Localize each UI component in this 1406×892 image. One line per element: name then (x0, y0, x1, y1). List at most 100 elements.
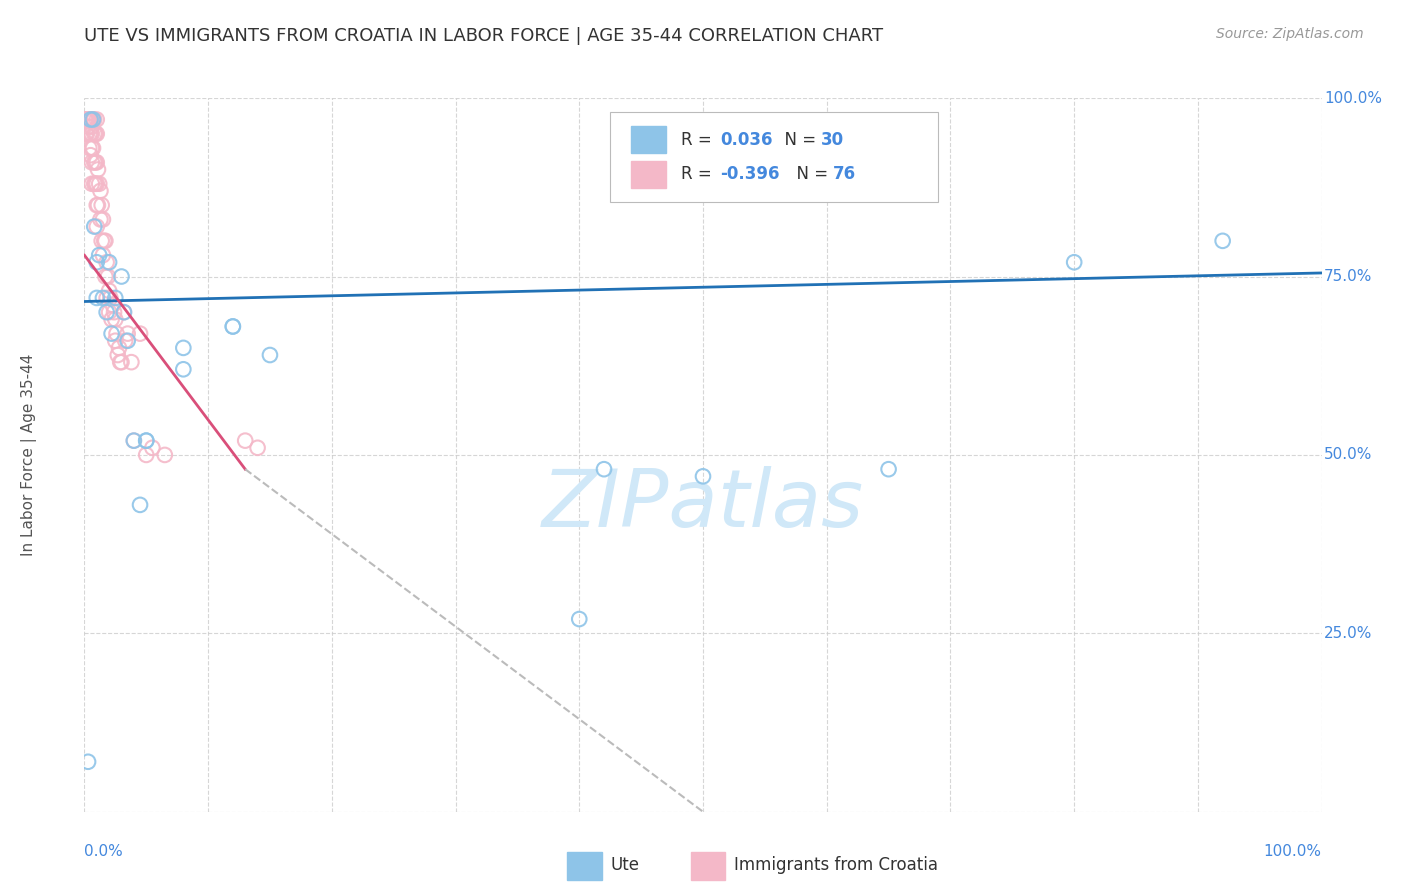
Text: Ute: Ute (610, 856, 640, 874)
Point (73, 112, 96, 127)
Point (87, 198, 110, 212)
Point (129, 498, 152, 512)
Text: -0.396: -0.396 (720, 166, 780, 184)
Point (91, 248, 114, 262)
Point (110, 355, 132, 369)
Text: R =: R = (681, 130, 717, 148)
Point (97, 269, 120, 284)
Point (86, 127, 108, 141)
Point (122, 434, 145, 448)
Point (82, 112, 104, 127)
Point (77, 112, 100, 127)
Text: R =: R = (681, 166, 717, 184)
Text: 0.036: 0.036 (720, 130, 773, 148)
Point (79, 112, 101, 127)
Bar (690, 853, 725, 880)
Point (129, 326, 152, 341)
Point (94, 269, 117, 284)
Point (112, 305, 135, 319)
Point (101, 298, 124, 312)
Point (96, 255, 118, 269)
Point (1063, 255, 1085, 269)
Point (593, 462, 616, 476)
Point (79, 112, 101, 127)
Point (84, 155, 107, 169)
Point (80, 120, 103, 134)
Point (104, 291, 127, 305)
Point (86, 291, 108, 305)
Point (86, 177, 108, 191)
Point (80, 155, 103, 169)
Point (79, 148, 101, 162)
Point (86, 255, 108, 269)
Point (107, 348, 129, 362)
Text: 100.0%: 100.0% (1264, 844, 1322, 859)
Point (75, 112, 97, 127)
Point (246, 441, 269, 455)
Point (96, 305, 118, 319)
Text: 50.0%: 50.0% (1324, 448, 1372, 462)
Point (120, 355, 142, 369)
Point (90, 234, 112, 248)
Text: In Labor Force | Age 35-44: In Labor Force | Age 35-44 (21, 354, 37, 556)
Point (77, 755, 100, 769)
Point (135, 434, 157, 448)
Point (80, 141, 103, 155)
Point (89, 184, 111, 198)
Point (172, 362, 194, 376)
Bar (631, 161, 666, 188)
Point (79, 112, 101, 127)
Point (117, 326, 139, 341)
Point (91, 291, 114, 305)
Point (87, 162, 110, 177)
Point (91, 212, 114, 227)
Text: 30: 30 (821, 130, 844, 148)
Point (83, 112, 105, 127)
Point (98, 255, 121, 269)
Point (79, 141, 101, 155)
Point (80, 112, 103, 127)
Point (117, 334, 139, 348)
Text: 100.0%: 100.0% (1324, 91, 1382, 105)
Point (112, 305, 135, 319)
Point (108, 341, 131, 355)
Point (82, 141, 104, 155)
Point (83, 127, 105, 141)
Point (75, 127, 97, 141)
Point (172, 341, 194, 355)
Text: Source: ZipAtlas.com: Source: ZipAtlas.com (1216, 27, 1364, 41)
Point (568, 612, 591, 626)
Point (79, 112, 101, 127)
Point (110, 269, 132, 284)
Text: N =: N = (773, 130, 821, 148)
Point (82, 112, 104, 127)
Point (153, 448, 176, 462)
Point (222, 319, 245, 334)
Text: 75.0%: 75.0% (1324, 269, 1372, 284)
Point (98, 305, 121, 319)
Point (89, 177, 111, 191)
FancyBboxPatch shape (610, 112, 938, 202)
Text: ZIPatlas: ZIPatlas (541, 466, 865, 544)
Point (76, 127, 98, 141)
Point (76, 112, 98, 127)
Point (84, 127, 107, 141)
Point (692, 469, 714, 483)
Text: 25.0%: 25.0% (1324, 626, 1372, 640)
Text: 76: 76 (832, 166, 856, 184)
Point (98, 284, 121, 298)
Point (259, 348, 281, 362)
Point (1212, 234, 1234, 248)
Point (104, 334, 127, 348)
Point (100, 312, 122, 326)
Point (83, 155, 105, 169)
Point (100, 326, 122, 341)
Point (86, 112, 108, 127)
Point (98, 291, 121, 305)
Bar (631, 126, 666, 153)
Text: 0.0%: 0.0% (84, 844, 124, 859)
Point (104, 312, 127, 326)
Point (135, 448, 157, 462)
Point (80, 127, 103, 141)
Point (233, 434, 256, 448)
